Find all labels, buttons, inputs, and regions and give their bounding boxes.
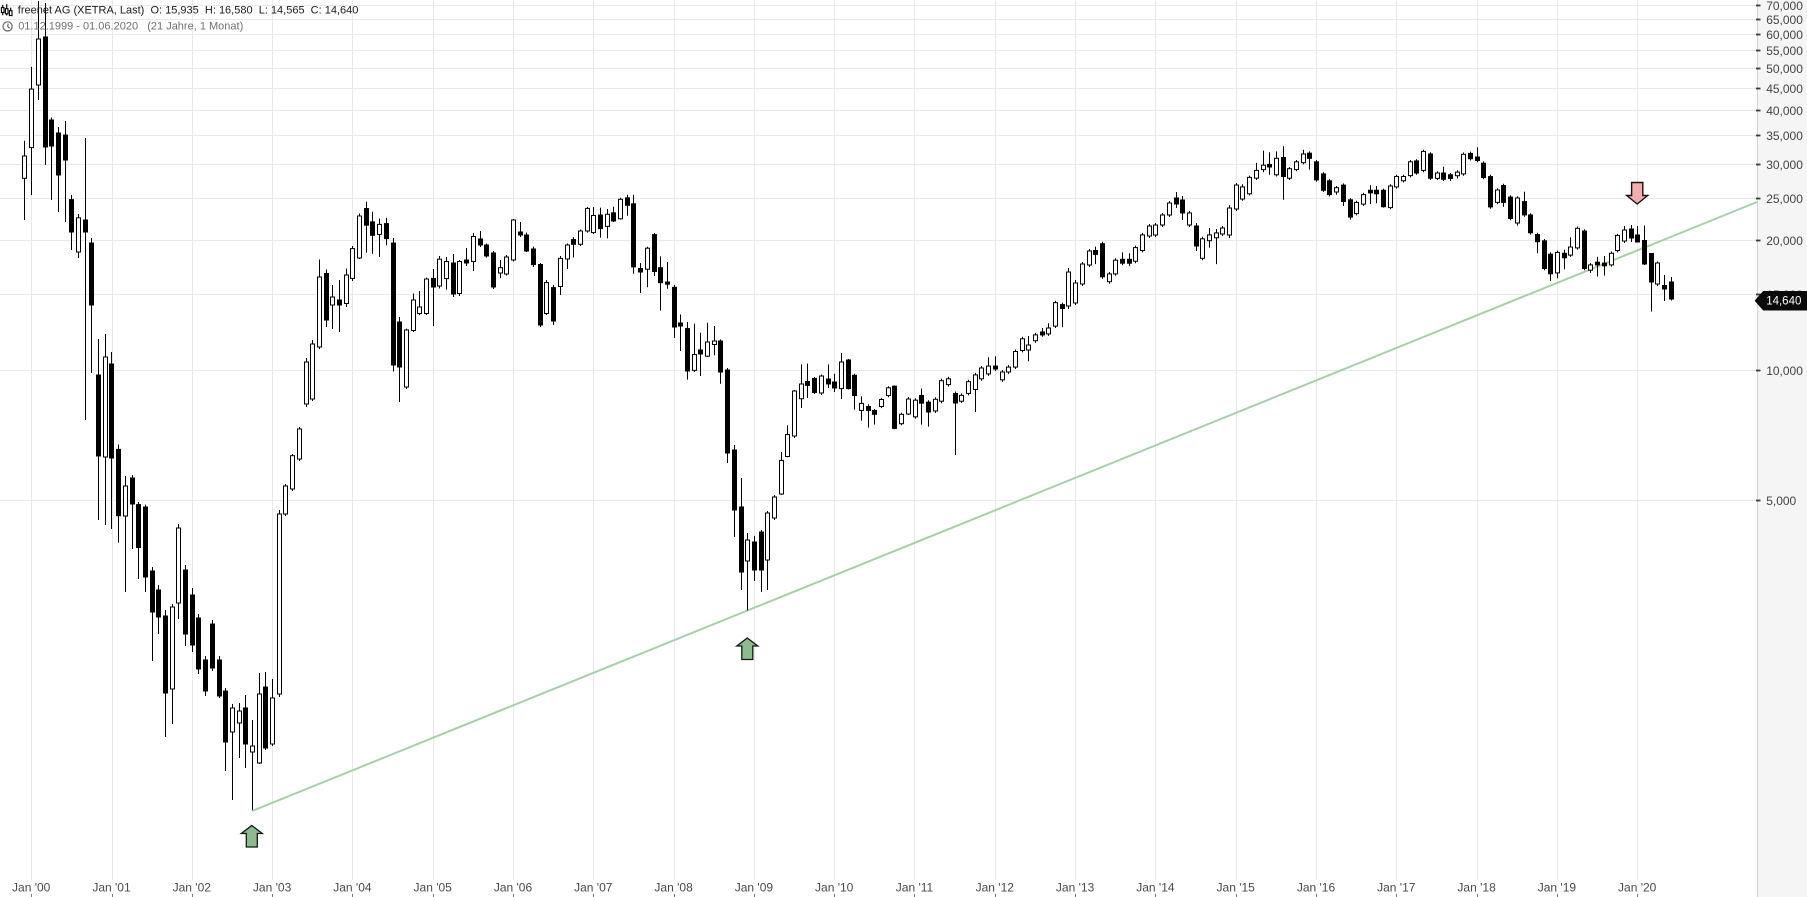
svg-text:Jan '17: Jan '17	[1377, 881, 1416, 895]
svg-text:55,000: 55,000	[1766, 44, 1803, 58]
svg-text:Jan '00: Jan '00	[12, 881, 51, 895]
svg-text:14,640: 14,640	[1766, 296, 1801, 308]
svg-text:Jan '18: Jan '18	[1457, 881, 1496, 895]
svg-text:Jan '01: Jan '01	[92, 881, 131, 895]
svg-text:Jan '15: Jan '15	[1217, 881, 1256, 895]
svg-text:45,000: 45,000	[1766, 82, 1803, 96]
svg-text:Jan '13: Jan '13	[1056, 881, 1095, 895]
svg-text:Jan '06: Jan '06	[494, 881, 533, 895]
svg-text:25,000: 25,000	[1766, 192, 1803, 206]
svg-text:20,000: 20,000	[1766, 234, 1803, 248]
svg-text:Jan '11: Jan '11	[896, 881, 934, 895]
svg-text:01.12.1999 - 01.06.2020 (21: 01.12.1999 - 01.06.2020 (21 Jahre, 1 Mon…	[18, 20, 243, 32]
svg-text:Jan '16: Jan '16	[1297, 881, 1336, 895]
svg-text:Jan '04: Jan '04	[333, 881, 372, 895]
svg-text:Jan '10: Jan '10	[815, 881, 854, 895]
svg-text:Jan '08: Jan '08	[654, 881, 693, 895]
svg-text:70,000: 70,000	[1766, 0, 1803, 13]
svg-text:30,000: 30,000	[1766, 158, 1803, 172]
svg-text:50,000: 50,000	[1766, 62, 1803, 76]
svg-text:Jan '12: Jan '12	[976, 881, 1015, 895]
svg-text:Jan '05: Jan '05	[414, 881, 453, 895]
svg-text:40,000: 40,000	[1766, 104, 1803, 118]
svg-text:Jan '20: Jan '20	[1618, 881, 1657, 895]
svg-text:Jan '14: Jan '14	[1136, 881, 1175, 895]
svg-text:Jan '02: Jan '02	[173, 881, 212, 895]
svg-text:Jan '19: Jan '19	[1538, 881, 1577, 895]
svg-text:60,000: 60,000	[1766, 28, 1803, 42]
svg-text:10,000: 10,000	[1766, 364, 1803, 378]
svg-text:65,000: 65,000	[1766, 13, 1803, 27]
svg-text:Jan '09: Jan '09	[735, 881, 774, 895]
svg-text:freenet AG (XETRA, Last) O: 1: freenet AG (XETRA, Last) O: 15,935 H: 16…	[18, 5, 359, 17]
svg-text:Jan '07: Jan '07	[574, 881, 613, 895]
svg-text:35,000: 35,000	[1766, 129, 1803, 143]
svg-text:Jan '03: Jan '03	[253, 881, 292, 895]
svg-text:5,000: 5,000	[1766, 494, 1796, 508]
